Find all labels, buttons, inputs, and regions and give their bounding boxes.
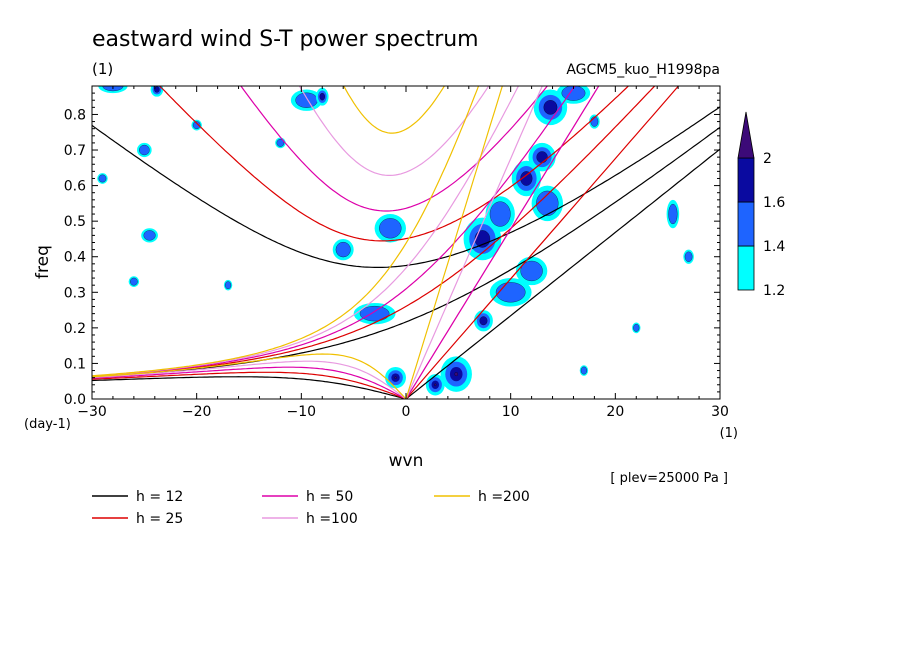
- power-patch-24-level-1: [224, 281, 232, 290]
- inertio-gravity-curve-h100: [298, 86, 490, 176]
- colorbar-label: 2: [763, 151, 772, 167]
- y-tick-label: 0.0: [64, 392, 86, 408]
- colorbar-label: 1.4: [763, 239, 785, 255]
- power-patch-31-level-1: [580, 366, 588, 375]
- power-patch-10-level-1: [495, 282, 526, 303]
- y-tick-label: 0.2: [64, 321, 86, 337]
- rossby-curve-h100: [92, 360, 407, 399]
- power-patch-7-level-2: [536, 151, 548, 163]
- x-tick-label: −10: [287, 404, 317, 420]
- power-patch-26-level-1: [276, 139, 285, 147]
- dispersion-curves: [92, 86, 720, 399]
- power-patch-13-level-1: [295, 92, 318, 108]
- rossby-curve-h200: [92, 353, 407, 399]
- pressure-level-note: [ plev=25000 Pa ]: [610, 471, 728, 486]
- run-label: AGCM5_kuo_H1998pa: [566, 62, 720, 78]
- y-axis-label: freq: [33, 245, 53, 279]
- y-tick-label: 0.6: [64, 179, 86, 195]
- kelvin-curve-h12: [405, 148, 720, 399]
- power-patch-21-level-1: [335, 241, 351, 258]
- power-patch-19-level-1: [359, 306, 390, 322]
- inertio-gravity-curve-h25: [158, 86, 630, 242]
- power-patch-14-level-2: [319, 92, 325, 101]
- y-tick-label: 0.7: [64, 143, 86, 159]
- power-patch-18-level-1: [139, 144, 150, 156]
- title-unit: (1): [92, 60, 113, 78]
- kelvin-curve-h100: [405, 86, 543, 399]
- power-patch-3-level-2: [479, 316, 488, 326]
- legend-label: h = 25: [136, 511, 183, 527]
- kelvin-curve-h50: [405, 86, 600, 399]
- power-patch-1-level-3: [434, 383, 437, 386]
- power-patch-30-level-1: [633, 323, 640, 332]
- x-tick-label: 0: [402, 404, 411, 420]
- colorbar-segment-1: [737, 201, 755, 247]
- y-axis-unit: (day-1): [24, 417, 71, 432]
- legend-label: h =200: [478, 489, 530, 505]
- power-contours: [97, 86, 694, 396]
- power-patch-22-level-1: [668, 203, 678, 225]
- colorbar: 1.2 1.4 1.6 2: [737, 111, 785, 299]
- x-tick-label: 10: [502, 404, 520, 420]
- power-patch-12-level-1: [536, 190, 559, 216]
- dispersion-curves-h25: [92, 86, 680, 399]
- power-patch-11-level-1: [520, 260, 543, 282]
- axis-ticks: −30 −20 −10 0 10 20 30 0.0 0.1 0.2 0.3 0.4 0.5 0.6 0.7…: [64, 86, 729, 420]
- power-patch-6-level-2: [520, 171, 533, 186]
- colorbar-arrow: [737, 111, 755, 159]
- dispersion-curves-h200: [92, 86, 503, 399]
- dispersion-curves-h50: [92, 86, 600, 399]
- x-tick-label: −20: [182, 404, 212, 420]
- power-patch-8-level-2: [543, 100, 558, 115]
- x-axis-label: wvn: [389, 451, 424, 471]
- inertio-gravity-curve-h200: [343, 86, 446, 134]
- power-patch-2-level-3: [394, 376, 397, 379]
- rossby-curve-h12: [92, 376, 407, 399]
- x-tick-label: 30: [711, 404, 729, 420]
- power-patch-15-level-2: [154, 86, 160, 93]
- inertio-gravity-curve-h12: [92, 106, 720, 268]
- colorbar-label: 1.2: [763, 283, 785, 299]
- rossby-curve-h50: [92, 366, 407, 399]
- mixed-rossby-gravity-curve-h50: [92, 86, 576, 377]
- power-patch-25-level-1: [130, 277, 138, 286]
- y-tick-label: 0.4: [64, 250, 86, 266]
- power-patch-17-level-1: [143, 230, 156, 241]
- x-tick-label: 20: [606, 404, 624, 420]
- y-tick-label: 0.1: [64, 356, 86, 372]
- chart-title: eastward wind S-T power spectrum: [92, 27, 479, 52]
- dispersion-curves-h100: [92, 86, 543, 399]
- mixed-rossby-gravity-curve-h12: [92, 126, 720, 378]
- power-patch-0-level-3: [454, 372, 458, 377]
- legend-label: h = 12: [136, 489, 183, 505]
- power-patch-27-level-1: [192, 121, 201, 130]
- legend: h = 12 h = 25 h = 50 h =100 h =200: [92, 489, 530, 527]
- legend-label: h = 50: [306, 489, 353, 505]
- mixed-rossby-gravity-curve-h200: [92, 86, 480, 377]
- kelvin-curve-h200: [405, 86, 503, 399]
- rossby-curve-h25: [92, 371, 407, 399]
- colorbar-segment-0: [737, 245, 755, 291]
- mixed-rossby-gravity-curve-h25: [92, 86, 656, 378]
- y-tick-label: 0.5: [64, 214, 86, 230]
- colorbar-label: 1.6: [763, 195, 785, 211]
- x-axis-unit: (1): [720, 426, 738, 441]
- dispersion-curves-h12: [92, 106, 720, 399]
- power-patch-20-level-1: [379, 218, 402, 239]
- colorbar-segment-2: [737, 157, 755, 203]
- inertio-gravity-curve-h50: [240, 86, 549, 212]
- x-tick-label: −30: [77, 404, 107, 420]
- power-patch-28-level-1: [98, 174, 107, 183]
- y-tick-label: 0.8: [64, 107, 86, 123]
- mixed-rossby-gravity-curve-h100: [92, 86, 520, 377]
- power-patch-5-level-1: [489, 201, 511, 227]
- kelvin-curve-h25: [405, 86, 680, 399]
- legend-label: h =100: [306, 511, 358, 527]
- power-patch-23-level-1: [684, 251, 693, 262]
- y-tick-label: 0.3: [64, 285, 86, 301]
